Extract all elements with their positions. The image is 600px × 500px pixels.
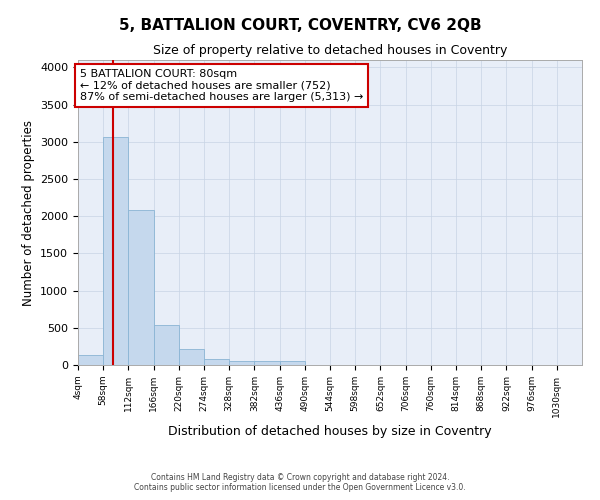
Bar	[154, 325, 179, 365]
Y-axis label: Number of detached properties: Number of detached properties	[22, 120, 35, 306]
Text: 5, BATTALION COURT, COVENTRY, CV6 2QB: 5, BATTALION COURT, COVENTRY, CV6 2QB	[119, 18, 481, 32]
Bar	[103, 138, 128, 365]
Bar	[204, 360, 229, 365]
Bar	[280, 362, 305, 365]
Text: Contains HM Land Registry data © Crown copyright and database right 2024.
Contai: Contains HM Land Registry data © Crown c…	[134, 473, 466, 492]
Title: Size of property relative to detached houses in Coventry: Size of property relative to detached ho…	[153, 44, 507, 58]
Text: 5 BATTALION COURT: 80sqm
← 12% of detached houses are smaller (752)
87% of semi-: 5 BATTALION COURT: 80sqm ← 12% of detach…	[80, 69, 363, 102]
X-axis label: Distribution of detached houses by size in Coventry: Distribution of detached houses by size …	[168, 425, 492, 438]
Bar	[229, 362, 254, 365]
Bar	[78, 356, 103, 365]
Bar	[179, 349, 204, 365]
Bar	[254, 362, 280, 365]
Bar	[128, 210, 154, 365]
